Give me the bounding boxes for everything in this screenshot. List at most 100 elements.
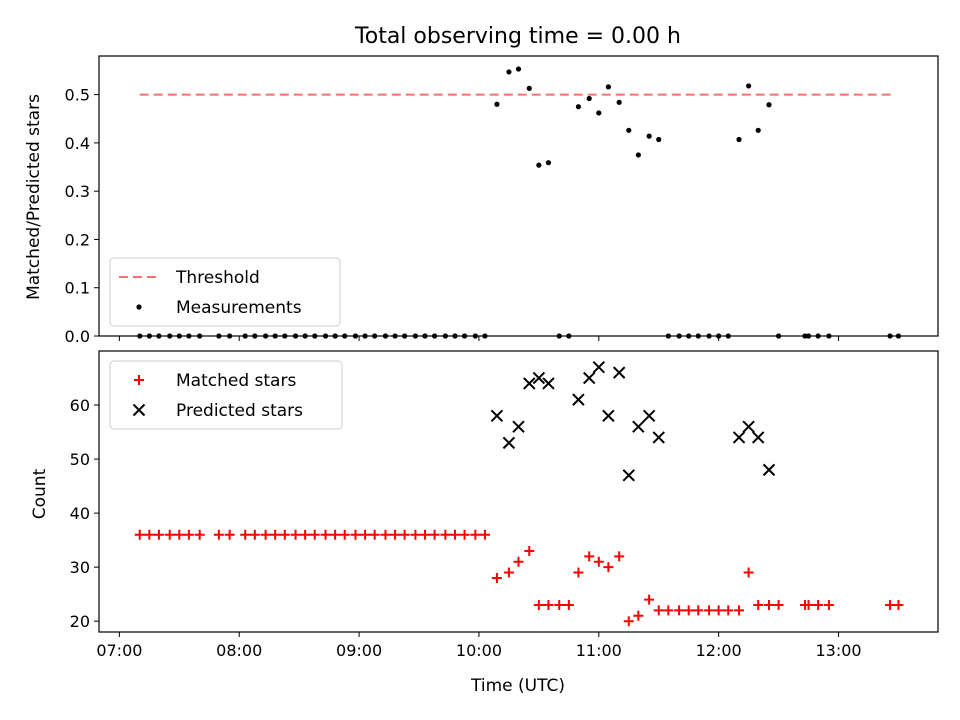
data-point [410, 529, 421, 540]
data-point [542, 377, 555, 390]
series-predicted-stars [490, 361, 776, 482]
data-point [644, 594, 655, 605]
data-point [240, 529, 251, 540]
data-point [632, 420, 645, 433]
data-point [526, 85, 532, 91]
data-point [663, 605, 674, 616]
data-point [573, 567, 584, 578]
data-point [543, 599, 554, 610]
data-point [635, 152, 641, 158]
data-point [503, 567, 514, 578]
x-tick-label: 08:00 [216, 641, 262, 660]
chart-title: Total observing time = 0.00 h [354, 24, 681, 49]
y-tick-label: 0.4 [65, 134, 90, 153]
data-point [300, 529, 311, 540]
data-point [642, 409, 656, 423]
data-point [533, 599, 544, 610]
data-point [490, 409, 504, 423]
data-point [494, 101, 500, 107]
data-point [512, 420, 525, 433]
count-panel: Count Time (UTC) 20 30 40 50 60 07:00 08:00 09:… [30, 350, 939, 696]
data-point [360, 529, 371, 540]
data-point [704, 605, 715, 616]
count-y-axis-label: Count [30, 468, 50, 519]
legend-box [109, 360, 343, 430]
data-point [545, 160, 552, 166]
data-point [532, 371, 546, 385]
data-point [399, 529, 410, 540]
ratio-y-axis-label: Matched/Predicted stars [24, 94, 44, 300]
data-point [506, 69, 512, 75]
data-point [773, 599, 784, 610]
data-point [449, 529, 460, 540]
data-point [736, 136, 742, 143]
data-point [194, 529, 205, 540]
y-tick-label: 30 [70, 558, 90, 577]
data-point [603, 562, 614, 573]
data-point [752, 431, 765, 444]
data-point [633, 610, 644, 621]
data-point [605, 84, 611, 90]
data-point [144, 529, 155, 540]
data-point [420, 529, 431, 540]
data-point [330, 529, 341, 540]
x-tick-label: 13:00 [815, 641, 861, 660]
data-point [440, 529, 451, 540]
data-point [459, 529, 470, 540]
data-point [813, 599, 824, 610]
y-tick-label: 50 [70, 450, 90, 469]
data-point [674, 605, 685, 616]
y-tick-label: 0.2 [65, 230, 90, 249]
data-point [683, 605, 694, 616]
data-point [260, 529, 271, 540]
data-point [249, 529, 260, 540]
data-point [515, 66, 522, 72]
legend: Matched stars Predicted stars [109, 360, 343, 430]
legend-label: Measurements [176, 298, 302, 318]
legend-marker-swatch [134, 375, 144, 385]
data-point [713, 605, 724, 616]
legend-marker-swatch [132, 403, 146, 417]
y-tick-label: 0.0 [65, 327, 90, 346]
data-point [602, 409, 615, 423]
data-point [593, 556, 604, 567]
data-point [536, 162, 542, 168]
plot-frame [98, 350, 939, 633]
data-point [586, 95, 592, 102]
data-point [592, 361, 606, 374]
data-point [524, 545, 535, 556]
data-point [766, 102, 772, 108]
legend-box [109, 257, 341, 327]
data-point [653, 605, 664, 616]
legend-label: Threshold [175, 268, 260, 288]
y-tick-label: 0.1 [65, 279, 90, 298]
data-point [746, 83, 752, 89]
data-point [270, 529, 281, 540]
data-point [622, 469, 635, 482]
data-point [693, 605, 704, 616]
legend-label: Predicted stars [176, 401, 303, 421]
legend-label: Matched stars [176, 371, 296, 391]
data-point [742, 420, 755, 433]
data-point [224, 529, 235, 540]
data-point [380, 529, 391, 540]
x-tick-label: 07:00 [96, 641, 142, 660]
data-point [734, 605, 745, 616]
y-tick-label: 0.3 [65, 182, 90, 201]
legend: Threshold Measurements [109, 257, 341, 327]
data-point [732, 431, 746, 444]
ratio-panel: Matched/Predicted stars 0.0 0.1 0.2 0.3 0.4 0… [24, 55, 939, 346]
y-tick-label: 40 [70, 504, 90, 523]
data-point [823, 599, 834, 610]
y-tick-label: 20 [70, 612, 90, 631]
x-tick-label: 10:00 [456, 641, 502, 660]
data-point [803, 599, 814, 610]
data-point [885, 599, 896, 610]
data-point [502, 436, 516, 450]
series-matched-stars [134, 529, 904, 627]
x-axis-label: Time (UTC) [470, 676, 565, 696]
plot-frame [98, 55, 939, 337]
y-tick-label: 0.5 [65, 86, 90, 105]
data-point [491, 572, 502, 583]
data-point [134, 529, 145, 540]
